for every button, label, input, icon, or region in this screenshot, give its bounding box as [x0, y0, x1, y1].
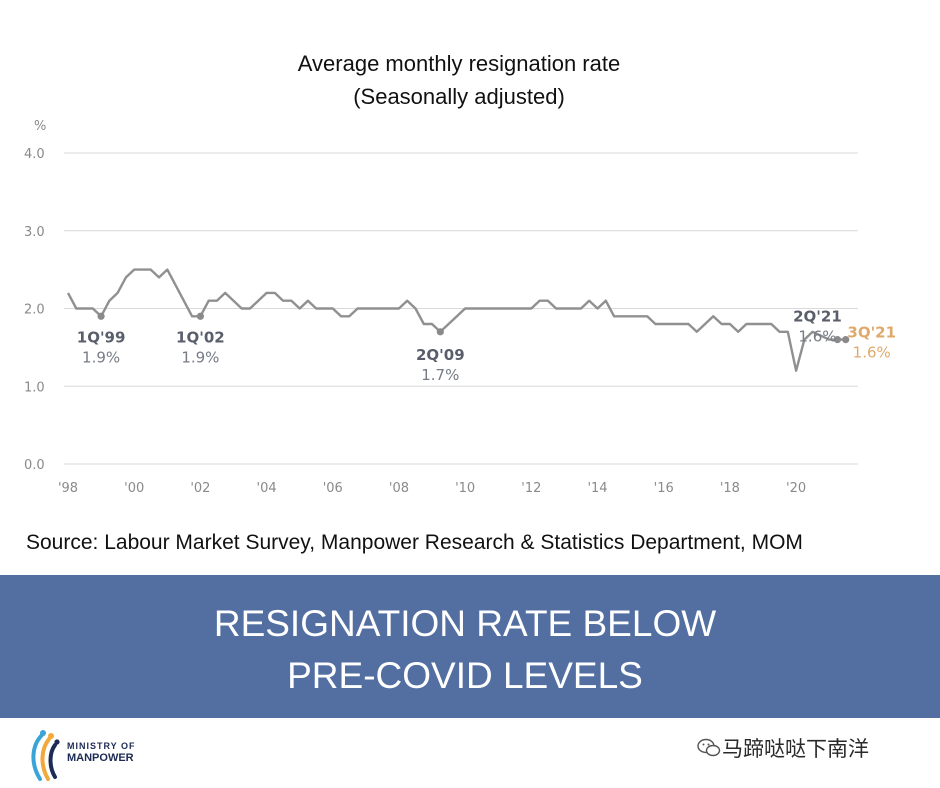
watermark-text: 马蹄哒哒下南洋 [722, 738, 869, 761]
annotation-value: 1.6% [798, 328, 836, 346]
banner-line-1: RESIGNATION RATE BELOW [213, 603, 717, 644]
annotation-label: 3Q'21 [847, 324, 896, 342]
data-point-marker [196, 312, 204, 320]
x-tick-label: '18 [720, 481, 740, 496]
y-tick-label: 2.0 [24, 303, 45, 318]
logo-text-ministry: MINISTRY OF [67, 741, 136, 751]
annotation-value: 1.9% [82, 348, 120, 366]
x-tick-label: '12 [521, 481, 541, 496]
x-tick-label: '04 [257, 481, 277, 496]
y-tick-label: 3.0 [24, 225, 45, 240]
line-chart: % 4.0 3.0 2.0 1.0 0.0 '98 '00 '02 '04 '06 '08 '10 '12… [24, 119, 896, 496]
annotation-value: 1.6% [853, 344, 891, 362]
x-tick-label: '08 [389, 481, 409, 496]
annotation-label: 1Q'99 [77, 328, 126, 346]
x-tick-label: '98 [58, 481, 78, 496]
annotation-value: 1.9% [181, 348, 219, 366]
data-point-marker [833, 336, 842, 344]
data-point-marker [842, 336, 850, 344]
x-tick-label: '16 [654, 481, 674, 496]
y-tick-label: 0.0 [24, 458, 45, 473]
y-unit-label: % [34, 119, 46, 134]
wechat-icon [697, 738, 721, 757]
logo-text-manpower: MANPOWER [67, 752, 134, 764]
data-point-marker [436, 328, 444, 336]
chart-subtitle: (Seasonally adjusted) [353, 84, 565, 109]
y-tick-label: 4.0 [24, 147, 45, 162]
x-tick-label: '00 [124, 481, 144, 496]
annotation-label: 2Q'09 [416, 346, 465, 364]
x-tick-label: '10 [455, 481, 475, 496]
x-tick-label: '14 [587, 481, 607, 496]
annotation-label: 2Q'21 [793, 308, 842, 326]
data-point-marker [97, 312, 105, 320]
x-tick-label: '02 [190, 481, 210, 496]
headline-banner [0, 575, 940, 718]
x-tick-label: '06 [323, 481, 343, 496]
source-note: Source: Labour Market Survey, Manpower R… [26, 531, 803, 554]
annotation-value: 1.7% [421, 366, 459, 384]
annotation-label: 1Q'02 [176, 328, 225, 346]
chart-title: Average monthly resignation rate [297, 51, 621, 76]
x-tick-label: '20 [786, 481, 806, 496]
y-tick-label: 1.0 [24, 380, 45, 395]
banner-line-2: PRE-COVID LEVELS [287, 655, 643, 696]
ministry-logo-icon [31, 730, 60, 781]
